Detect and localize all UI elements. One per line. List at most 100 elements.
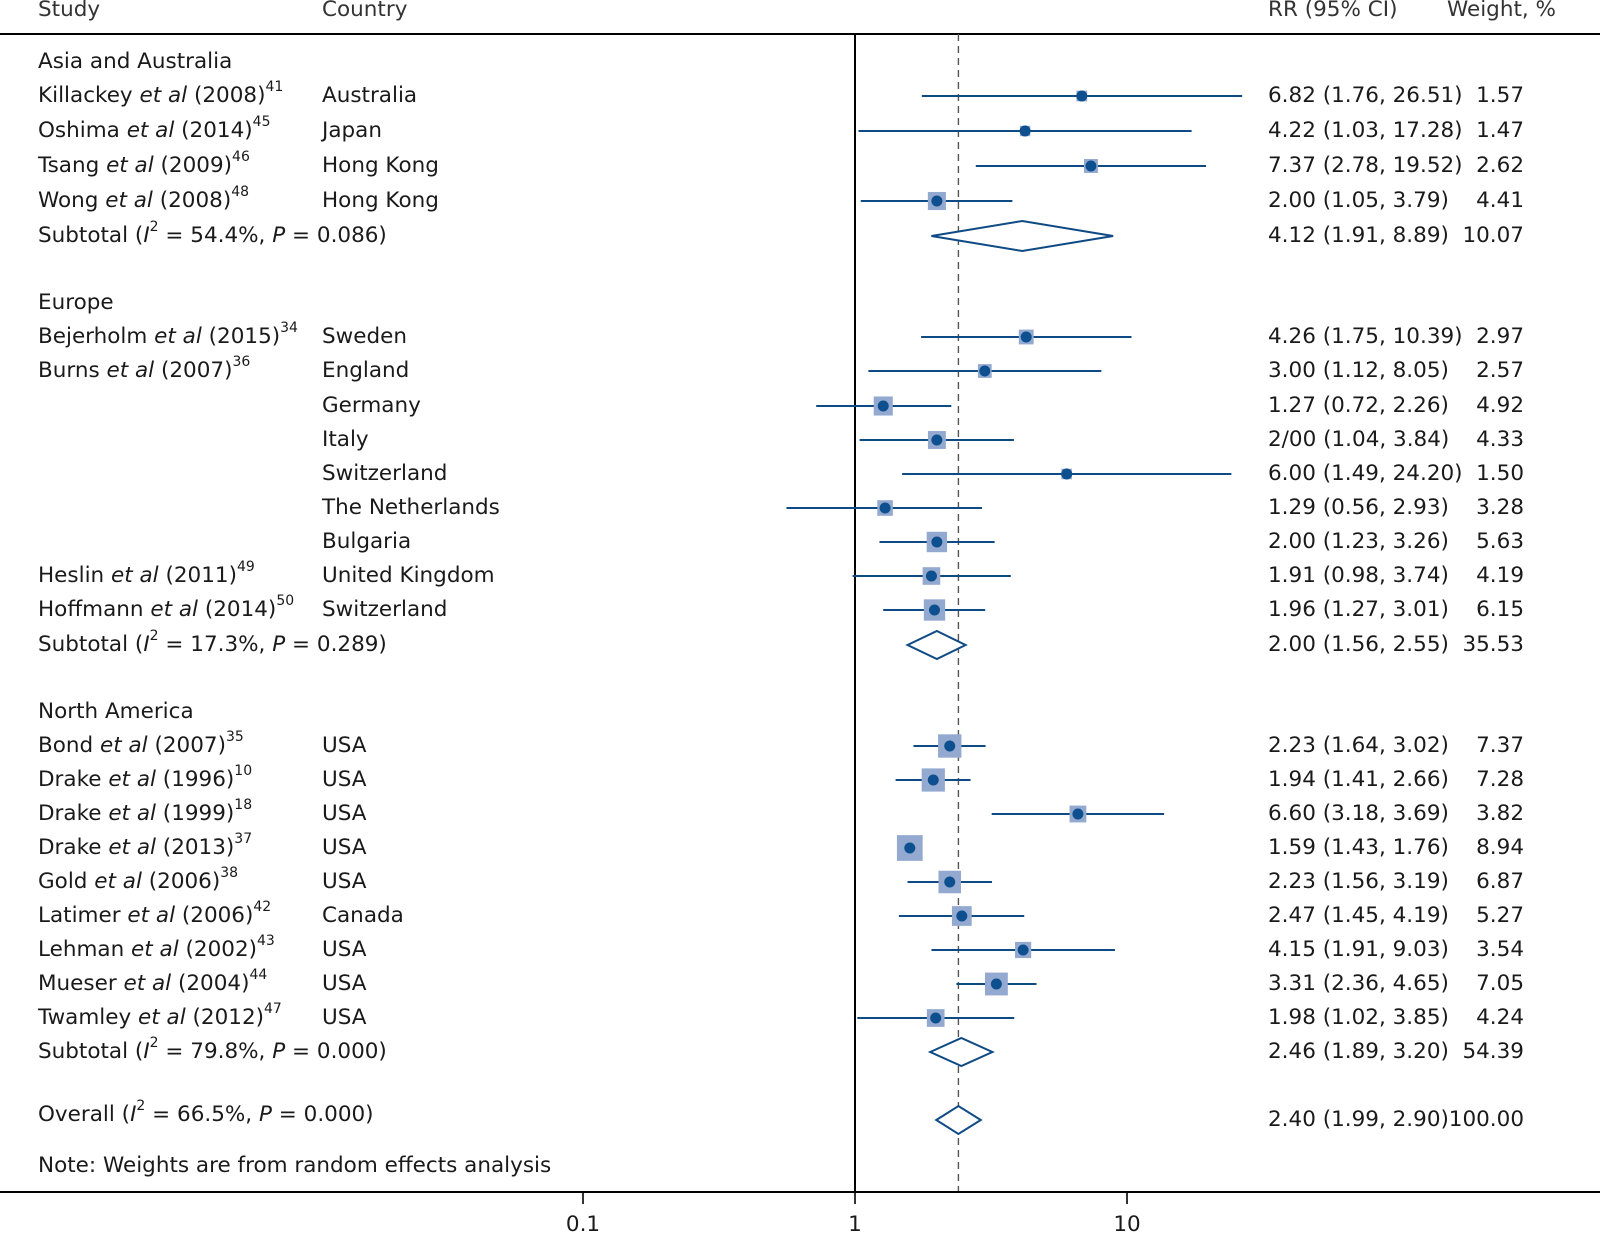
rr-ci-value: 1.94 (1.41, 2.66) [1268,767,1449,792]
study-label: Burns et al (2007)36 [38,354,250,383]
rr-ci-value: 4.22 (1.03, 17.28) [1268,118,1463,143]
study-label: Wong et al (2008)48 [38,184,249,213]
point-estimate [1076,90,1088,102]
header-country: Country [322,0,408,22]
study-label: Drake et al (1996)10 [38,763,252,792]
point-estimate [1072,808,1084,820]
rr-ci-value: 2.00 (1.23, 3.26) [1268,529,1449,554]
country-label: USA [322,733,367,758]
study-label: Heslin et al (2011)49 [38,559,255,588]
point-estimate [944,740,956,752]
subtotal-diamond [931,219,1114,253]
study-label: Tsang et al (2009)46 [37,149,250,178]
study-label: Gold et al (2006)38 [38,865,238,894]
subtotal-weight-value: 54.39 [1462,1039,1524,1064]
point-estimate [956,910,968,922]
country-label: Hong Kong [322,188,439,213]
study-label: Killackey et al (2008)41 [38,79,283,108]
point-estimate [925,570,937,582]
point-estimate [1085,160,1097,172]
rr-ci-value: 4.15 (1.91, 9.03) [1268,937,1449,962]
weight-value: 1.50 [1476,461,1524,486]
weight-value: 1.47 [1476,118,1524,143]
study-label: Bejerholm et al (2015)34 [38,320,298,349]
rr-ci-value: 1.91 (0.98, 3.74) [1268,563,1449,588]
group-heading: Europe [38,290,114,315]
rr-ci-value: 3.31 (2.36, 4.65) [1268,971,1449,996]
weight-value: 7.37 [1476,733,1524,758]
country-label: Switzerland [322,461,447,486]
weight-value: 2.97 [1476,324,1524,349]
subtotal-weight-value: 35.53 [1462,632,1524,657]
rr-ci-value: 2.23 (1.64, 3.02) [1268,733,1449,758]
country-label: The Netherlands [321,495,500,520]
point-estimate [931,536,943,548]
rr-ci-value: 2.47 (1.45, 4.19) [1268,903,1449,928]
country-label: USA [322,971,367,996]
subtotal-diamond [905,629,968,661]
rr-ci-value: 2.00 (1.05, 3.79) [1268,188,1449,213]
study-label: Drake et al (1999)18 [38,797,252,826]
point-estimate [1017,944,1029,956]
weight-value: 4.19 [1476,563,1524,588]
overall-weight-value: 100.00 [1449,1107,1524,1132]
weight-value: 4.92 [1476,393,1524,418]
country-label: USA [322,801,367,826]
weight-value: 3.54 [1476,937,1524,962]
weight-value: 7.05 [1476,971,1524,996]
weight-value: 3.28 [1476,495,1524,520]
point-estimate [931,434,943,446]
rr-ci-value: 4.26 (1.75, 10.39) [1268,324,1463,349]
weight-value: 5.27 [1476,903,1524,928]
weight-value: 8.94 [1476,835,1524,860]
study-label: Mueser et al (2004)44 [38,967,267,996]
subtotal-label: Subtotal (I2 = 79.8%, P = 0.000) [38,1035,387,1064]
point-estimate [930,1012,942,1024]
note-text: Note: Weights are from random effects an… [38,1153,551,1178]
country-label: USA [322,1005,367,1030]
rr-ci-value: 7.37 (2.78, 19.52) [1268,153,1463,178]
group-heading: North America [38,699,194,724]
study-label: Twamley et al (2012)47 [37,1001,282,1030]
point-estimate [927,774,939,786]
group-heading: Asia and Australia [38,49,232,74]
rr-ci-value: 1.29 (0.56, 2.93) [1268,495,1449,520]
country-label: Japan [320,118,382,143]
x-tick-label: 1 [848,1212,862,1234]
rr-ci-value: 6.00 (1.49, 24.20) [1268,461,1463,486]
country-label: Canada [322,903,404,928]
overall-rr-ci-value: 2.40 (1.99, 2.90) [1268,1107,1449,1132]
study-label: Latimer et al (2006)42 [38,899,271,928]
country-label: England [322,358,409,383]
rr-ci-value: 1.98 (1.02, 3.85) [1268,1005,1449,1030]
rr-ci-value: 1.59 (1.43, 1.76) [1268,835,1449,860]
rr-ci-value: 6.60 (3.18, 3.69) [1268,801,1449,826]
point-estimate [879,502,891,514]
overall-label: Overall (I2 = 66.5%, P = 0.000) [38,1098,374,1127]
point-estimate [1019,125,1031,137]
point-estimate [931,195,943,207]
weight-value: 4.24 [1476,1005,1524,1030]
country-label: Australia [322,83,417,108]
study-label: Bond et al (2007)35 [38,729,244,758]
point-estimate [990,978,1002,990]
rr-ci-value: 2/00 (1.04, 3.84) [1268,427,1449,452]
weight-value: 7.28 [1476,767,1524,792]
point-estimate [877,400,889,412]
header-rr: RR (95% CI) [1268,0,1397,22]
point-estimate [904,842,916,854]
subtotal-label: Subtotal (I2 = 54.4%, P = 0.086) [38,219,387,248]
weight-value: 6.87 [1476,869,1524,894]
point-estimate [928,604,940,616]
country-label: Germany [322,393,421,418]
point-estimate [1061,468,1073,480]
subtotal-diamond [927,1036,995,1068]
subtotal-weight-value: 10.07 [1462,223,1524,248]
weight-value: 1.57 [1476,83,1524,108]
point-estimate [979,365,991,377]
study-label: Drake et al (2013)37 [38,831,252,860]
subtotal-rr-ci-value: 2.00 (1.56, 2.55) [1268,632,1449,657]
rr-ci-value: 1.96 (1.27, 3.01) [1268,597,1449,622]
